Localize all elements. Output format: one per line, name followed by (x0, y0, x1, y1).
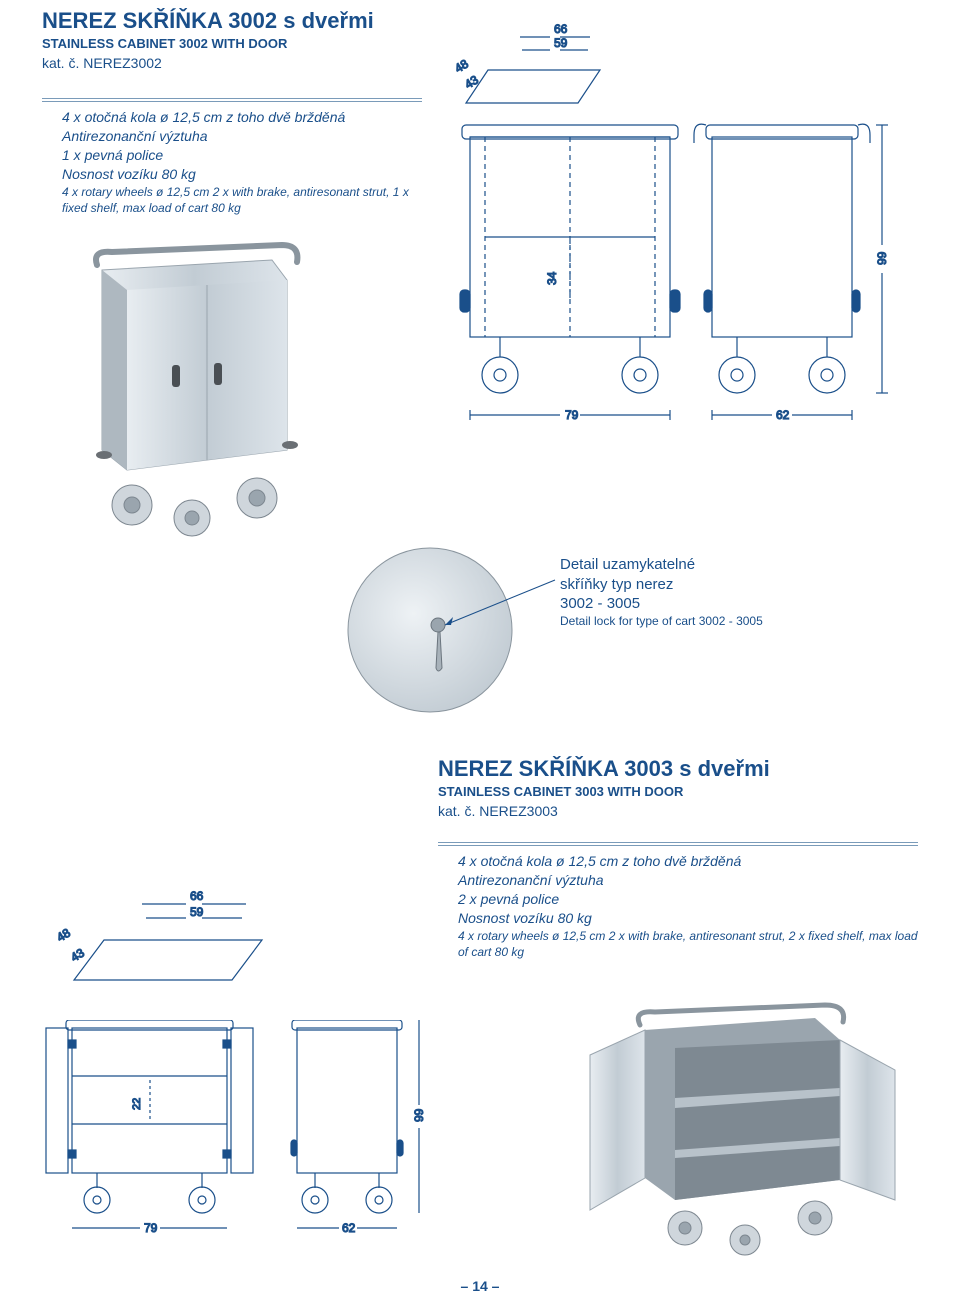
spec-line: Nosnost vozíku 80 kg (458, 909, 918, 928)
product2-top-drawing: 66 59 48 43 (42, 870, 442, 990)
product2-photo (535, 1000, 915, 1260)
dim-label: 66 (190, 889, 204, 903)
detail-line: 3002 - 3005 (560, 594, 900, 614)
dim-label: 48 (54, 925, 73, 944)
dim-label: 62 (342, 1221, 356, 1235)
product2-specs: 4 x otočná kola ø 12,5 cm z toho dvě brž… (458, 852, 918, 960)
product1-kat: kat. č. NEREZ3002 (42, 55, 422, 71)
lock-detail-text: Detail uzamykatelné skříňky typ nerez 30… (560, 555, 900, 629)
product2-technical-drawing: 22 79 99 62 (42, 1020, 492, 1240)
product1-title: NEREZ SKŘÍŇKA 3002 s dveřmi (42, 8, 422, 34)
spec-line: 1 x pevná police (62, 146, 422, 165)
product1-subtitle: STAINLESS CABINET 3002 WITH DOOR (42, 36, 422, 51)
product1-photo (42, 240, 322, 540)
dim-label: 43 (462, 72, 481, 91)
dim-label: 79 (565, 408, 579, 422)
product2-title: NEREZ SKŘÍŇKA 3003 s dveřmi (438, 756, 918, 782)
spec-line: Nosnost vozíku 80 kg (62, 165, 422, 184)
spec-line: 2 x pevná police (458, 890, 918, 909)
spec-line: Antirezonanční výztuha (62, 127, 422, 146)
product1-header: NEREZ SKŘÍŇKA 3002 s dveřmi STAINLESS CA… (42, 8, 422, 71)
product1-specs: 4 x otočná kola ø 12,5 cm z toho dvě brž… (62, 108, 422, 216)
product2-subtitle: STAINLESS CABINET 3003 WITH DOOR (438, 784, 918, 799)
divider (42, 98, 422, 102)
dim-label: 66 (554, 22, 568, 36)
detail-line: skříňky typ nerez (560, 575, 900, 595)
divider (438, 842, 918, 846)
dim-label: 79 (144, 1221, 158, 1235)
dim-label: 59 (190, 905, 204, 919)
dim-label: 22 (131, 1098, 143, 1110)
dim-label: 62 (776, 408, 790, 422)
product1-technical-drawing: 66 59 48 43 34 (450, 15, 920, 435)
detail-line: Detail uzamykatelné (560, 555, 900, 575)
dim-label: 59 (554, 36, 568, 50)
dim-label: 48 (452, 56, 471, 75)
detail-en: Detail lock for type of cart 3002 - 3005 (560, 614, 900, 630)
spec-en: 4 x rotary wheels ø 12,5 cm 2 x with bra… (62, 184, 422, 216)
dim-label: 34 (545, 271, 559, 285)
product2-header: NEREZ SKŘÍŇKA 3003 s dveřmi STAINLESS CA… (438, 756, 918, 819)
spec-en: 4 x rotary wheels ø 12,5 cm 2 x with bra… (458, 928, 918, 960)
spec-line: 4 x otočná kola ø 12,5 cm z toho dvě brž… (458, 852, 918, 871)
dim-label: 43 (68, 945, 87, 964)
dim-label: 99 (875, 251, 889, 265)
product2-kat: kat. č. NEREZ3003 (438, 803, 918, 819)
page-number: – 14 – (0, 1278, 960, 1294)
spec-line: 4 x otočná kola ø 12,5 cm z toho dvě brž… (62, 108, 422, 127)
spec-line: Antirezonanční výztuha (458, 871, 918, 890)
dim-label: 99 (412, 1108, 426, 1122)
